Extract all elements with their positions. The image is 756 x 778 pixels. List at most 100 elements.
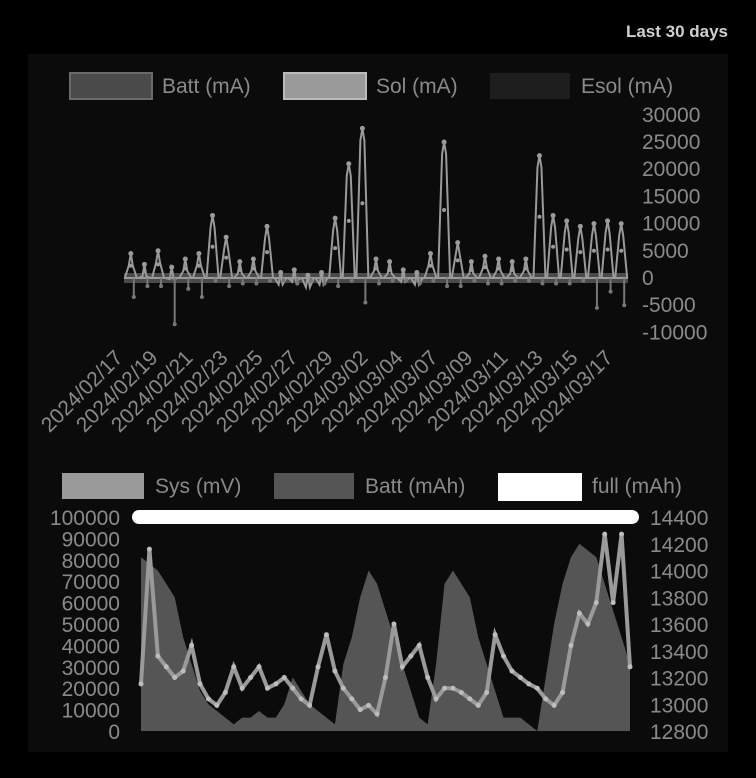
batt-ma-point [431, 278, 436, 283]
sol-ma-point [210, 244, 215, 249]
sol-ma-point [428, 263, 433, 268]
sol-ma-point [442, 208, 447, 212]
sol-ma-point [250, 256, 256, 262]
batt-ma-point [513, 278, 518, 283]
legend-label-sol-ma[interactable]: Sol (mA) [376, 75, 458, 98]
legend-swatch-esol-ma[interactable] [490, 73, 570, 99]
sol-ma-point [128, 263, 133, 268]
y-left-tick-label: 10000 [62, 700, 120, 723]
batt-ma-point [390, 278, 395, 283]
batt-ma-point [472, 278, 477, 283]
sys-mv-point [610, 600, 616, 606]
sys-mv-point [290, 685, 296, 691]
batt-ma-point [268, 278, 273, 283]
sol-ma-point [414, 273, 419, 278]
y-tick-label: -5000 [642, 294, 696, 317]
legend-swatch-sol-ma[interactable] [283, 72, 367, 100]
sys-mv-point [205, 696, 211, 702]
y-right-tick-label: 14000 [650, 561, 708, 584]
sol-ma-point [496, 256, 502, 262]
sol-ma-point [292, 271, 297, 276]
legend-label-esol-ma[interactable]: Esol (mA) [581, 75, 673, 98]
sys-mv-point [425, 675, 431, 680]
legend-label-sys-mv[interactable]: Sys (mV) [155, 475, 241, 498]
y-left-tick-label: 100000 [50, 507, 120, 530]
sys-mv-point [298, 696, 304, 702]
sol-ma-point [564, 247, 569, 252]
sol-ma-point [305, 274, 310, 279]
sol-ma-point [550, 212, 556, 218]
legend-swatch-sys-mv[interactable] [62, 473, 144, 499]
y-right-tick-label: 13800 [650, 587, 708, 610]
sys-mv-point [399, 664, 405, 670]
sol-ma-point [482, 265, 487, 270]
sol-ma-point [237, 259, 243, 265]
sol-ma-point [278, 273, 283, 278]
sys-mv-point [619, 531, 625, 537]
batt-ma-point [254, 281, 259, 286]
legend-swatch-full-mah[interactable] [498, 473, 582, 501]
sol-ma-point [332, 215, 338, 221]
sys-mv-point [340, 685, 346, 691]
sol-ma-point [196, 251, 202, 257]
legend-label-batt-mah[interactable]: Batt (mAh) [365, 475, 465, 498]
sol-ma-point [509, 259, 515, 265]
batt-ma-point [499, 281, 504, 286]
batt-ma-point [186, 286, 191, 291]
sys-mv-point [475, 702, 481, 708]
sys-mv-point [172, 675, 178, 680]
sol-ma-point [619, 248, 624, 253]
sol-ma-point [210, 212, 216, 218]
sol-ma-point [264, 223, 270, 229]
y-left-tick-label: 60000 [62, 593, 120, 616]
legend-label-full-mah[interactable]: full (mAh) [592, 475, 682, 498]
legend-swatch-batt-mah[interactable] [274, 473, 354, 499]
sys-mv-point [416, 642, 422, 648]
period-label[interactable]: Last 30 days [625, 22, 728, 41]
sol-ma-point [455, 240, 461, 246]
chart2-left-axis: 1000009000080000700006000050000400003000… [50, 507, 120, 744]
sys-mv-point [349, 696, 355, 702]
batt-ma-point [567, 281, 572, 286]
sol-ma-point [359, 125, 365, 131]
batt-ma-point [322, 281, 327, 286]
sol-ma-point [182, 256, 188, 262]
y-right-tick-label: 13600 [650, 614, 708, 637]
chart2-right-axis: 14400 14200 14000 13800 13600 13400 13200 13000… [650, 507, 708, 744]
sys-mv-point [560, 689, 566, 695]
batt-ma-point [540, 281, 545, 286]
sys-mv-point [214, 702, 220, 708]
sol-ma-point [591, 221, 597, 227]
sol-ma-point [319, 273, 324, 278]
chart1-y-axis: 30000 25000 20000 15000 10000 5000 0 -5000 -1000… [642, 104, 707, 345]
sys-mv-point [543, 696, 549, 702]
sol-ma-point [387, 259, 393, 265]
legend-swatch-batt-ma[interactable] [69, 72, 153, 100]
sol-ma-point [224, 255, 229, 260]
sol-ma-point [591, 248, 596, 253]
legend-label-batt-ma[interactable]: Batt (mA) [162, 75, 251, 98]
sol-ma-point [537, 214, 542, 219]
sol-ma-point [564, 218, 570, 224]
sol-ma-point [468, 259, 474, 265]
sol-ma-point [128, 251, 134, 257]
sol-ma-point [333, 246, 338, 251]
sol-ma-point [427, 251, 433, 257]
sys-mv-point [593, 600, 599, 606]
sys-mv-point [231, 664, 237, 670]
sol-ma-point [578, 250, 583, 255]
sys-mv-point [501, 653, 507, 659]
sys-mv-point [366, 702, 372, 708]
sys-mv-point [332, 668, 338, 674]
y-right-tick-label: 13400 [650, 641, 708, 664]
current-chart: Batt (mA) Sol (mA) Esol (mA) 30000 25000 2… [37, 72, 707, 437]
sys-mv-point [307, 702, 313, 708]
sol-ma-point [183, 266, 188, 271]
batt-ma-point [417, 281, 422, 286]
sys-mv-point [374, 711, 380, 717]
y-right-tick-label: 13000 [650, 694, 708, 717]
y-tick-label: 25000 [642, 131, 700, 154]
sol-ma-point [374, 266, 378, 271]
sol-ma-point [482, 253, 488, 259]
sys-mv-point [551, 702, 557, 708]
